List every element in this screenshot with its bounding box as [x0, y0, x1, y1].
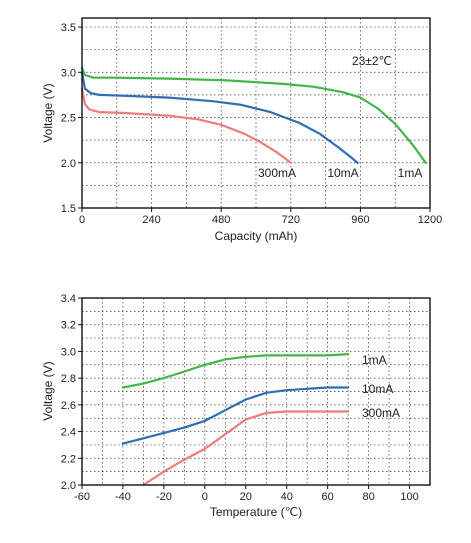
y-tick-label: 3.0 [61, 346, 76, 358]
y-tick-label: 2.2 [61, 453, 76, 465]
x-tick-label: -60 [74, 491, 90, 503]
series-line-10ma [121, 386, 350, 445]
y-tick-label: 3.0 [61, 67, 76, 79]
series-line-300ma [142, 410, 350, 487]
x-tick-label: 60 [322, 491, 334, 503]
series-label-1ma: 1mA [398, 166, 423, 180]
series-line-1ma [121, 353, 350, 389]
temperature-annotation: 23±2℃ [352, 54, 392, 68]
y-tick-label: 3.5 [61, 22, 76, 34]
x-tick-label: 960 [351, 214, 369, 226]
x-axis-label: Capacity (mAh) [215, 229, 298, 243]
x-tick-label: -40 [115, 491, 131, 503]
x-tick-label: 1200 [418, 214, 442, 226]
x-tick-label: 240 [142, 214, 160, 226]
x-tick-label: 80 [362, 491, 374, 503]
y-axis-label: Voltage (V) [41, 83, 55, 142]
x-tick-label: -20 [156, 491, 172, 503]
y-tick-label: 2.0 [61, 158, 76, 170]
y-tick-label: 1.5 [61, 203, 76, 215]
x-tick-label: 720 [282, 214, 300, 226]
plot-frame [81, 17, 431, 209]
series-label-10ma: 10mA [362, 382, 393, 396]
series-line-1ma [80, 66, 427, 164]
series-label-10ma: 10mA [327, 166, 358, 180]
y-tick-label: 3.4 [61, 293, 76, 305]
series-line-300ma [80, 87, 292, 164]
chart-2: -60 -40 -20 0 20 40 60 80 100 2.0 2.2 2.4 2.6 2.8 3.0 3… [41, 293, 431, 519]
chart-1: 0 240 480 720 960 1200 1.5 2.0 2.5 3.0 3.5 Capacity… [41, 17, 442, 243]
y-tick-label: 2.6 [61, 400, 76, 412]
plot-frame [81, 297, 431, 486]
y-tick-label: 3.2 [61, 320, 76, 332]
x-tick-label: 0 [79, 214, 85, 226]
y-axis-label: Voltage (V) [41, 361, 55, 420]
x-tick-label: 40 [281, 491, 293, 503]
x-tick-label: 480 [212, 214, 230, 226]
series-label-300ma: 300mA [258, 166, 296, 180]
series-label-300ma: 300mA [362, 406, 400, 420]
x-axis-label: Temperature (℃) [210, 505, 302, 519]
y-tick-label: 2.4 [61, 427, 76, 439]
y-tick-label: 2.5 [61, 113, 76, 125]
series-line-10ma [80, 71, 359, 164]
x-tick-label: 20 [240, 491, 252, 503]
y-tick-label: 2.0 [61, 480, 76, 492]
x-tick-label: 0 [202, 491, 208, 503]
y-tick-label: 2.8 [61, 373, 76, 385]
series-label-1ma: 1mA [362, 353, 387, 367]
x-tick-label: 100 [400, 491, 418, 503]
